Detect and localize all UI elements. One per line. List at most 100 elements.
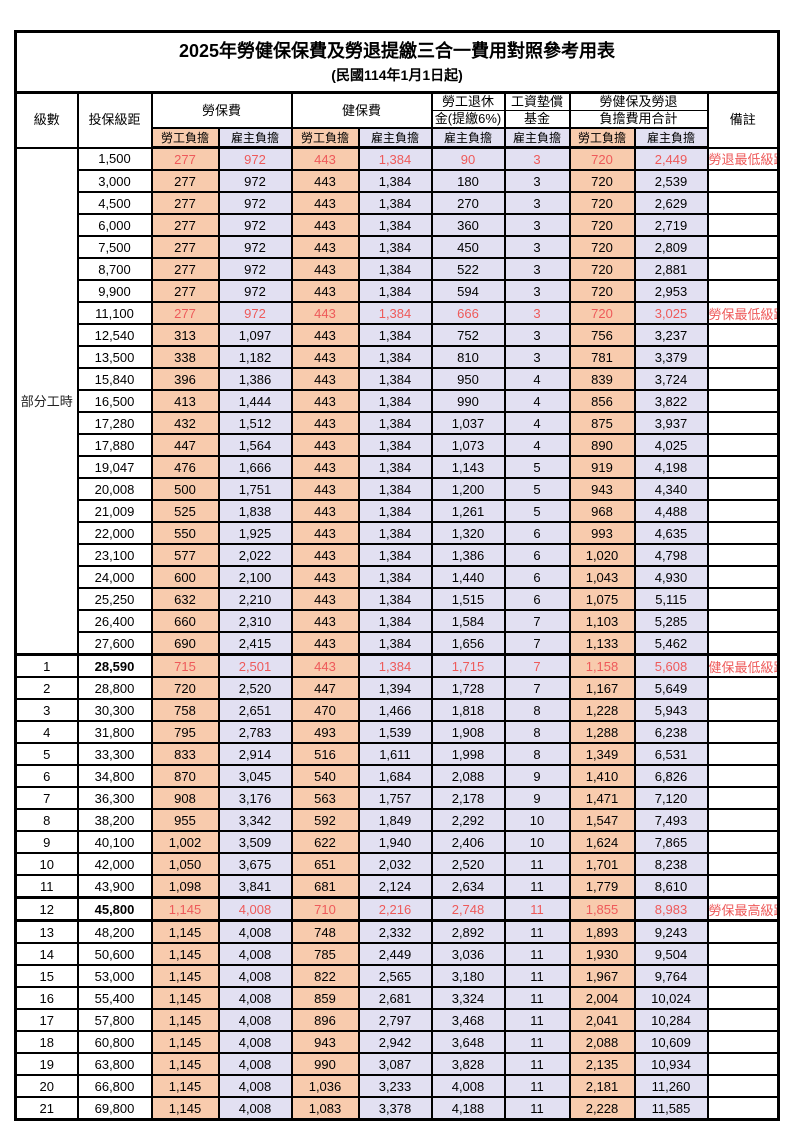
page-subtitle: (民國114年1月1日起) [331, 67, 463, 83]
cell-grade: 8 [14, 808, 79, 832]
subheader-health-employee: 勞工負擔 [290, 127, 360, 149]
cell-labor-employer: 4,008 [217, 896, 293, 922]
cell-labor-employer: 972 [217, 146, 293, 171]
cell-total-employee: 720 [568, 301, 636, 325]
cell-health-employer: 1,940 [357, 830, 433, 854]
cell-total-employer: 5,285 [633, 609, 709, 633]
cell-pension-employer: 90 [430, 146, 506, 171]
cell-pension-employer: 1,715 [430, 653, 506, 678]
cell-note [706, 609, 780, 633]
cell-total-employee: 1,075 [568, 587, 636, 611]
table-row: 7 36,300 908 3,176 563 1,757 2,178 9 1,471 7,120 [14, 786, 780, 810]
cell-pension-employer: 990 [430, 389, 506, 413]
cell-total-employee: 1,288 [568, 720, 636, 744]
cell-health-employee: 443 [290, 653, 360, 678]
header-labor-fee: 勞保費 [150, 91, 293, 129]
table-row: 16,500 413 1,444 443 1,384 990 4 856 3,822 [16, 389, 780, 413]
cell-total-employer: 3,937 [633, 411, 709, 435]
table-row: 20 66,800 1,145 4,008 1,036 3,233 4,008 11 2,181… [14, 1074, 780, 1098]
cell-health-employee: 943 [290, 1030, 360, 1054]
cell-pension-employer: 3,468 [430, 1008, 506, 1032]
cell-health-employer: 1,384 [357, 411, 433, 435]
cell-bracket: 16,500 [76, 389, 153, 413]
cell-labor-employer: 4,008 [217, 964, 293, 988]
cell-bracket: 42,000 [76, 852, 153, 876]
table-row: 15 53,000 1,145 4,008 822 2,565 3,180 11 1,967 9,… [14, 964, 780, 988]
table-row: 17,880 447 1,564 443 1,384 1,073 4 890 4,025 [16, 433, 780, 457]
cell-total-employer: 7,493 [633, 808, 709, 832]
cell-labor-employee: 550 [150, 521, 220, 545]
cell-health-employee: 443 [290, 213, 360, 237]
cell-bracket: 31,800 [76, 720, 153, 744]
cell-labor-employer: 2,914 [217, 742, 293, 766]
cell-grade: 12 [14, 896, 79, 922]
cell-bracket: 69,800 [76, 1096, 153, 1121]
cell-bracket: 33,300 [76, 742, 153, 766]
cell-bracket: 25,250 [76, 587, 153, 611]
cell-health-employee: 990 [290, 1052, 360, 1076]
cell-total-employee: 720 [568, 279, 636, 303]
cell-health-employee: 681 [290, 874, 360, 899]
cell-total-employee: 1,547 [568, 808, 636, 832]
cell-health-employer: 1,384 [357, 235, 433, 259]
cell-labor-employee: 1,145 [150, 919, 220, 944]
cell-health-employee: 748 [290, 919, 360, 944]
cell-fund-employer: 4 [503, 389, 571, 413]
cell-labor-employee: 447 [150, 433, 220, 457]
cell-total-employer: 4,198 [633, 455, 709, 479]
table-row: 2 28,800 720 2,520 447 1,394 1,728 7 1,167 5,649 [14, 676, 780, 700]
cell-health-employer: 3,233 [357, 1074, 433, 1098]
cell-total-employee: 1,855 [568, 896, 636, 922]
cell-grade: 5 [14, 742, 79, 766]
table-row: 18 60,800 1,145 4,008 943 2,942 3,648 11 2,088 10… [14, 1030, 780, 1054]
cell-note [706, 942, 780, 966]
cell-bracket: 48,200 [76, 919, 153, 944]
cell-labor-employee: 1,050 [150, 852, 220, 876]
cell-labor-employer: 2,783 [217, 720, 293, 744]
cell-total-employee: 890 [568, 433, 636, 457]
cell-health-employer: 2,565 [357, 964, 433, 988]
table-row: 24,000 600 2,100 443 1,384 1,440 6 1,043 4,930 [16, 565, 780, 589]
cell-total-employer: 5,115 [633, 587, 709, 611]
cell-fund-employer: 3 [503, 257, 571, 281]
cell-pension-employer: 2,634 [430, 874, 506, 899]
cell-pension-employer: 2,892 [430, 919, 506, 944]
cell-labor-employee: 277 [150, 213, 220, 237]
header-note: 備註 [706, 91, 780, 149]
cell-health-employee: 443 [290, 257, 360, 281]
cell-pension-employer: 2,520 [430, 852, 506, 876]
cell-total-employer: 4,340 [633, 477, 709, 501]
cell-health-employer: 1,849 [357, 808, 433, 832]
cell-total-employer: 10,284 [633, 1008, 709, 1032]
cell-note [706, 808, 780, 832]
cell-pension-employer: 2,178 [430, 786, 506, 810]
cell-note [706, 587, 780, 611]
table-row: 5 33,300 833 2,914 516 1,611 1,998 8 1,349 6,531 [14, 742, 780, 766]
cell-health-employer: 1,384 [357, 213, 433, 237]
cell-fund-employer: 4 [503, 367, 571, 391]
cell-bracket: 20,008 [76, 477, 153, 501]
cell-health-employer: 2,449 [357, 942, 433, 966]
cell-note [706, 830, 780, 854]
cell-bracket: 3,000 [76, 169, 153, 193]
cell-fund-employer: 4 [503, 433, 571, 457]
cell-bracket: 6,000 [76, 213, 153, 237]
cell-total-employee: 1,410 [568, 764, 636, 788]
cell-fund-employer: 11 [503, 964, 571, 988]
cell-note [706, 191, 780, 215]
cell-fund-employer: 5 [503, 455, 571, 479]
cell-labor-employee: 277 [150, 301, 220, 325]
cell-fund-employer: 3 [503, 345, 571, 369]
cell-grade: 20 [14, 1074, 79, 1098]
cell-total-employer: 8,610 [633, 874, 709, 899]
table-row: 14 50,600 1,145 4,008 785 2,449 3,036 11 1,930 9,… [14, 942, 780, 966]
cell-labor-employee: 396 [150, 367, 220, 391]
cell-note [706, 543, 780, 567]
cell-labor-employee: 1,002 [150, 830, 220, 854]
table-row: 16 55,400 1,145 4,008 859 2,681 3,324 11 2,004 10… [14, 986, 780, 1010]
cell-pension-employer: 2,292 [430, 808, 506, 832]
cell-health-employee: 540 [290, 764, 360, 788]
cell-health-employee: 563 [290, 786, 360, 810]
cell-total-employer: 2,719 [633, 213, 709, 237]
